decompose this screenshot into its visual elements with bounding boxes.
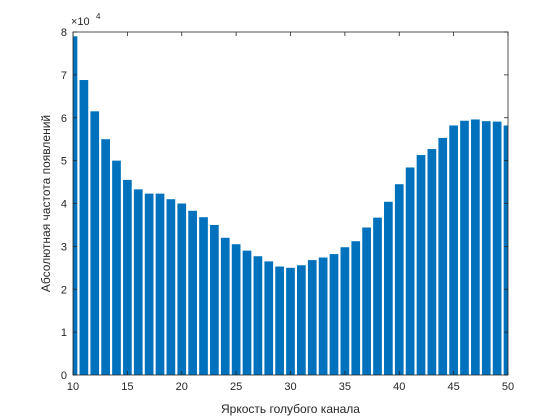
bar — [253, 256, 263, 375]
bar — [362, 227, 371, 375]
bar — [73, 36, 78, 375]
bar — [394, 184, 404, 375]
bar — [297, 265, 306, 375]
y-tick-label: 3 — [61, 241, 67, 253]
bar — [101, 139, 110, 375]
x-tick-label: 45 — [448, 381, 460, 393]
bar — [449, 125, 458, 375]
x-axis-label: Яркость голубого канала — [221, 402, 360, 416]
x-tick-label: 10 — [67, 381, 79, 393]
bar — [416, 155, 426, 375]
bar — [286, 267, 295, 375]
bar — [307, 260, 317, 375]
y-tick-label: 4 — [61, 199, 67, 211]
bar — [90, 111, 100, 375]
bar — [405, 167, 415, 375]
bars-group — [73, 36, 508, 376]
bar — [177, 203, 187, 375]
bar — [492, 121, 502, 375]
bar — [340, 247, 350, 375]
bar — [220, 237, 230, 375]
x-tick-label: 50 — [502, 381, 514, 393]
x-tick-label: 15 — [121, 381, 133, 393]
bar — [144, 193, 154, 375]
bar — [427, 149, 437, 375]
bar — [329, 254, 339, 375]
bar — [188, 210, 197, 375]
x-tick-label: 25 — [230, 381, 242, 393]
y-axis-label: Абсолютная частота появлений — [39, 115, 53, 292]
y-tick-label: 8 — [61, 27, 67, 39]
bar — [231, 244, 241, 375]
bar — [199, 217, 208, 375]
bar — [384, 201, 393, 375]
bar — [264, 261, 274, 375]
bar — [79, 80, 89, 376]
x-tick-label: 20 — [176, 381, 188, 393]
bar — [318, 257, 328, 375]
bar — [166, 199, 176, 375]
bar — [481, 121, 491, 376]
bar — [155, 193, 165, 375]
y-exponent-power: 4 — [96, 12, 101, 21]
y-tick-label: 5 — [61, 156, 67, 168]
bar — [373, 217, 382, 375]
y-tick-label: 0 — [61, 370, 67, 382]
bar — [210, 224, 219, 375]
y-exponent-base: ×10 — [71, 16, 90, 28]
bar — [275, 266, 284, 375]
bar — [351, 241, 361, 375]
y-tick-label: 6 — [61, 113, 67, 125]
bar — [438, 137, 448, 375]
bar — [123, 179, 132, 375]
bar — [242, 250, 252, 375]
bar — [460, 120, 469, 375]
y-axis-ticks: 0 1 2 3 4 5 6 7 8 — [61, 27, 508, 382]
y-tick-label: 1 — [61, 327, 67, 339]
bar — [133, 189, 143, 375]
y-tick-label: 2 — [61, 284, 67, 296]
x-axis-ticks: 10 15 20 25 30 35 40 45 50 — [67, 32, 514, 393]
x-tick-label: 40 — [393, 381, 405, 393]
bar — [503, 125, 508, 375]
y-tick-label: 7 — [61, 70, 67, 82]
x-tick-label: 30 — [284, 381, 296, 393]
bar — [112, 160, 121, 376]
x-tick-label: 35 — [339, 381, 351, 393]
bar — [471, 119, 480, 375]
